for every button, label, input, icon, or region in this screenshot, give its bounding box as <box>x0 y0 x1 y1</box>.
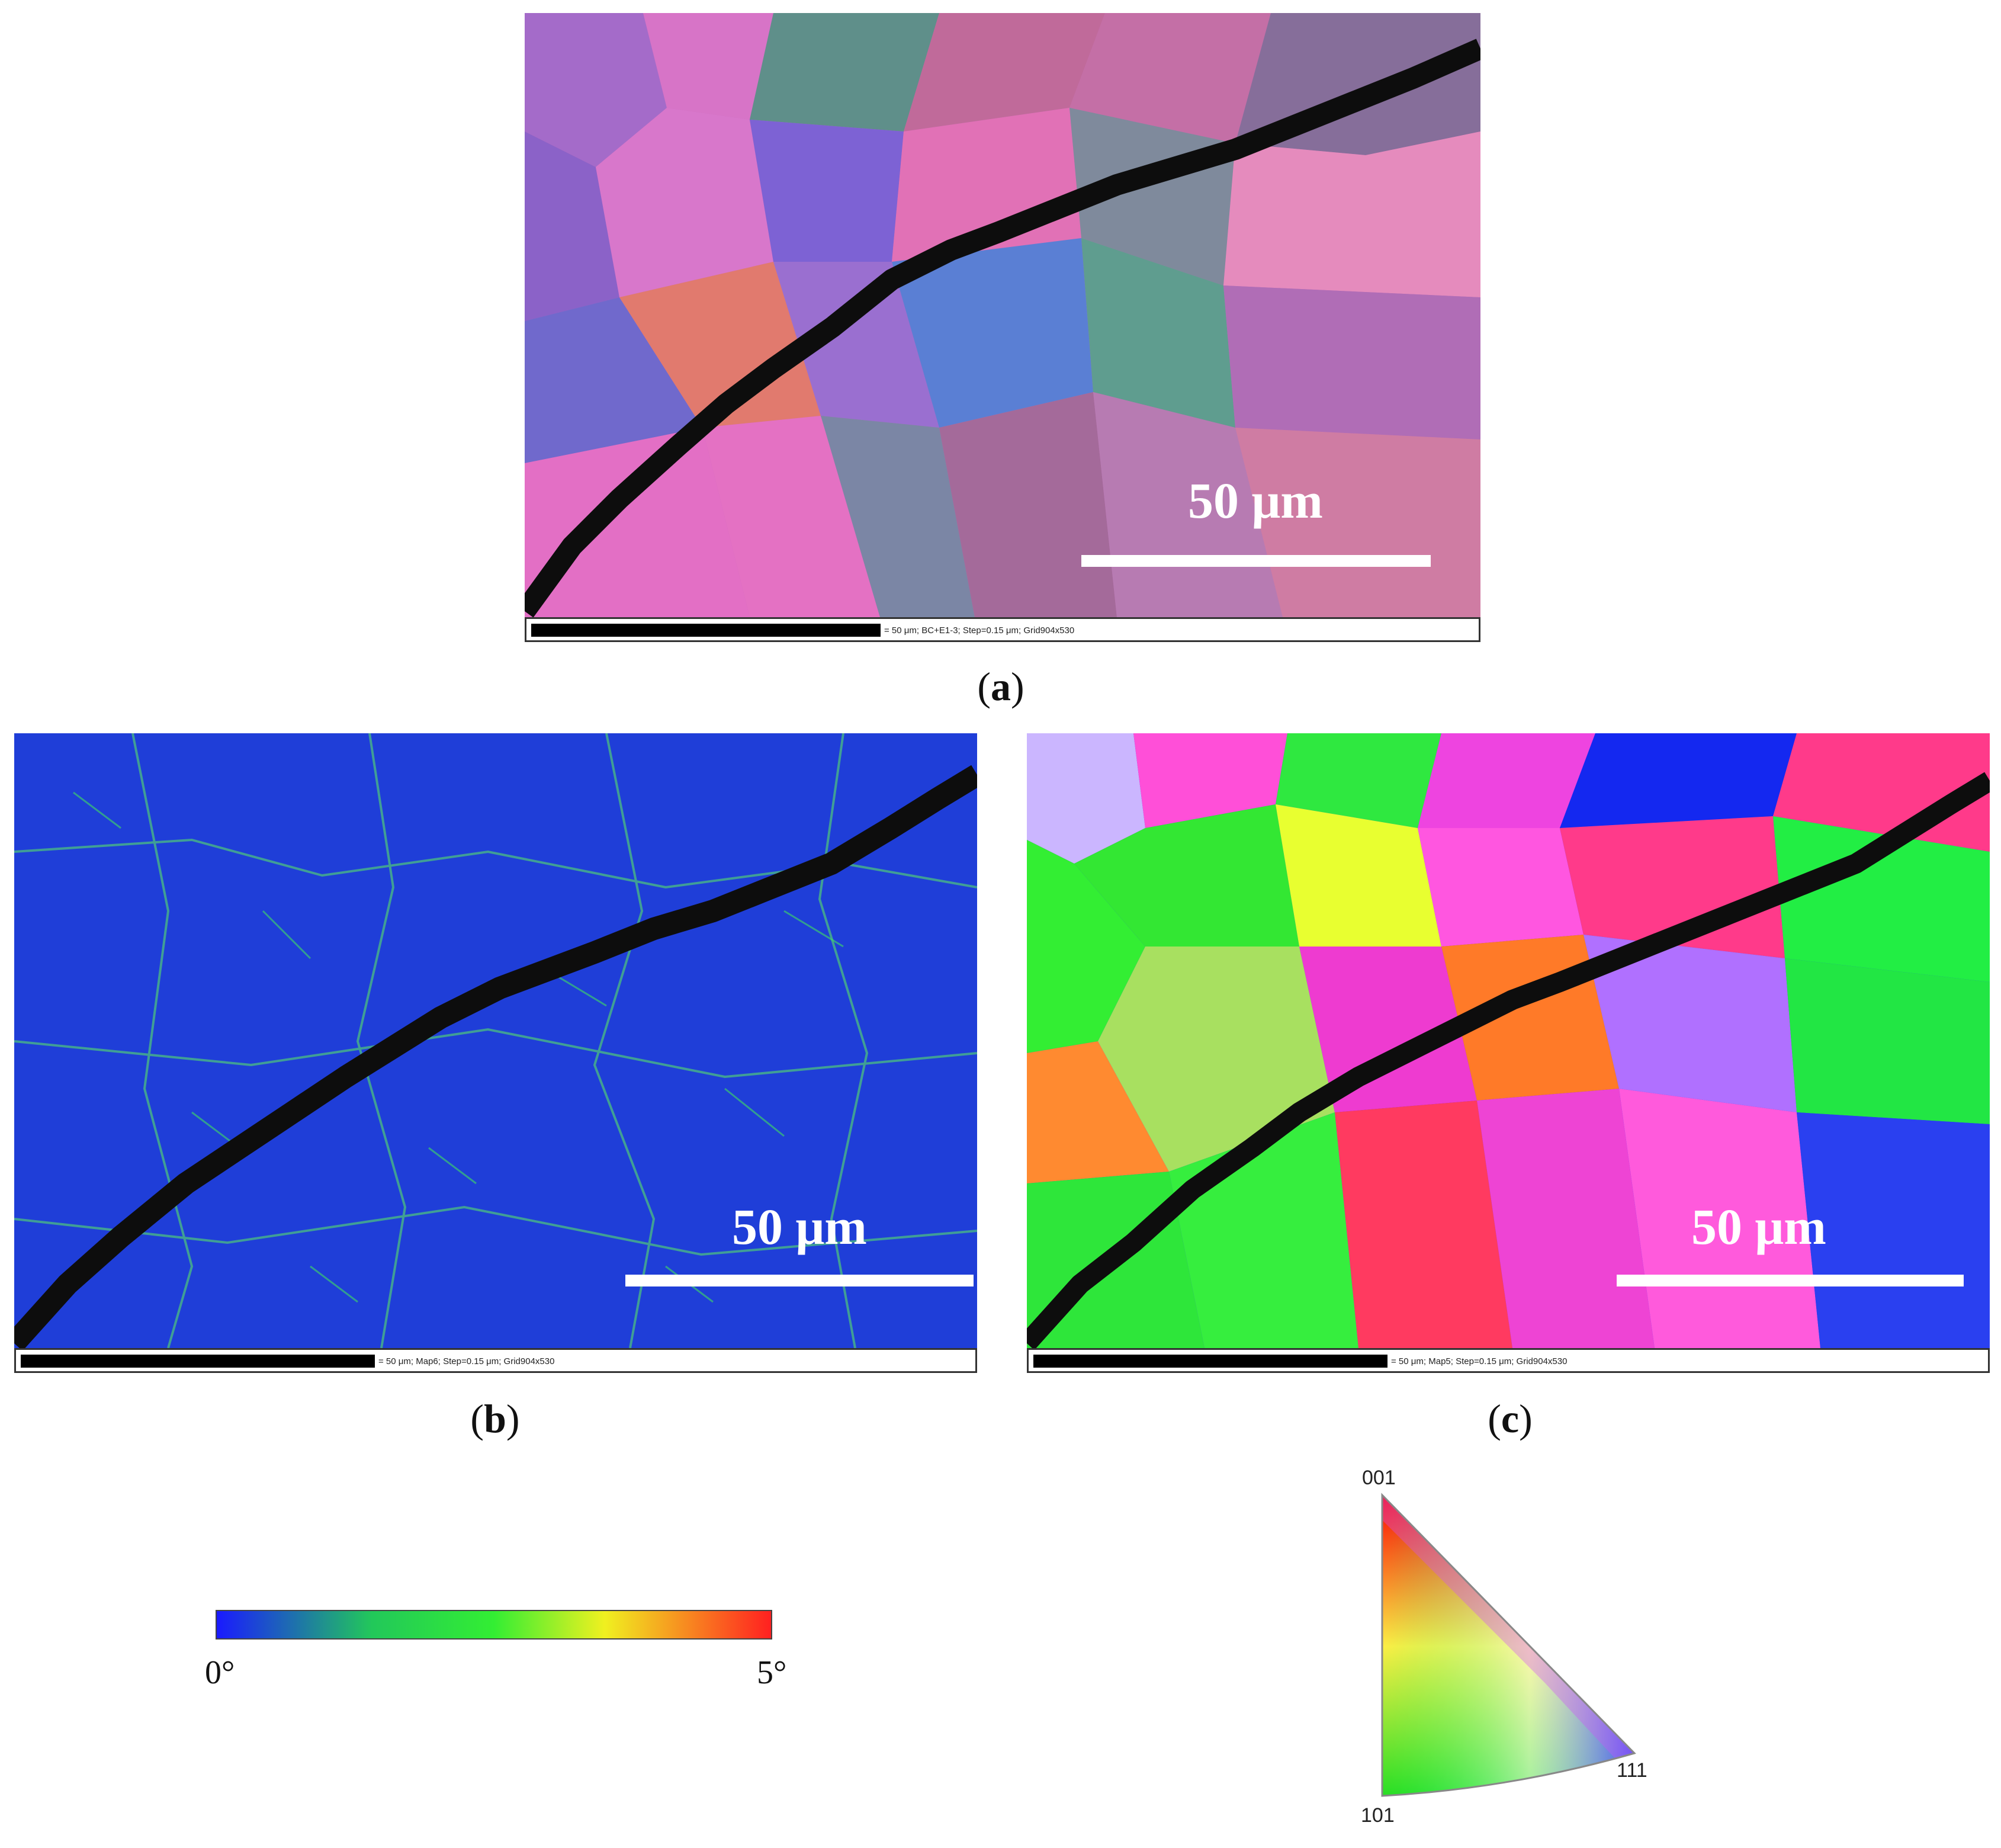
info-scale-bar-c <box>1033 1355 1387 1368</box>
kam-misorientation-map: 50 μm <box>14 733 977 1348</box>
scalebar-label-a: 50 μm <box>1188 472 1323 529</box>
caption-b: (b) <box>470 1396 520 1441</box>
panel-c: 50 μm = 50 μm; Map5; Step=0.15 μm; Grid9… <box>1027 733 1990 1373</box>
ipf-label-111: 111 <box>1617 1759 1647 1782</box>
info-bar-a: = 50 μm; BC+E1-3; Step=0.15 μm; Grid904x… <box>525 617 1480 642</box>
info-scale-bar-b <box>21 1355 375 1368</box>
colorbar-max-label: 5° <box>757 1654 787 1691</box>
info-text-b: = 50 μm; Map6; Step=0.15 μm; Grid904x530 <box>378 1356 555 1366</box>
info-scale-bar-a <box>531 624 881 637</box>
caption-c: (c) <box>1488 1396 1533 1441</box>
info-text-a: = 50 μm; BC+E1-3; Step=0.15 μm; Grid904x… <box>884 625 1075 636</box>
scalebar-line-c <box>1617 1275 1964 1286</box>
caption-a: (a) <box>977 664 1024 709</box>
ebsd-band-contrast-map: 50 μm <box>525 13 1480 617</box>
kam-colorbar <box>216 1610 772 1640</box>
info-bar-c: = 50 μm; Map5; Step=0.15 μm; Grid904x530 <box>1027 1348 1990 1373</box>
colorbar-min-label: 0° <box>205 1654 235 1691</box>
scalebar-label-c: 50 μm <box>1691 1198 1826 1255</box>
info-text-c: = 50 μm; Map5; Step=0.15 μm; Grid904x530 <box>1391 1356 1568 1366</box>
ipf-color-key <box>1380 1493 1652 1801</box>
ipf-orientation-map: 50 μm <box>1027 733 1990 1348</box>
panel-a: 50 μm = 50 μm; BC+E1-3; Step=0.15 μm; Gr… <box>525 13 1480 642</box>
scalebar-label-b: 50 μm <box>732 1198 867 1255</box>
ipf-label-101: 101 <box>1361 1804 1395 1827</box>
info-bar-b: = 50 μm; Map6; Step=0.15 μm; Grid904x530 <box>14 1348 977 1373</box>
panel-b: 50 μm = 50 μm; Map6; Step=0.15 μm; Grid9… <box>14 733 977 1373</box>
scalebar-line-b <box>625 1275 974 1286</box>
scalebar-line-a <box>1081 555 1431 567</box>
ipf-label-001: 001 <box>1362 1467 1396 1489</box>
